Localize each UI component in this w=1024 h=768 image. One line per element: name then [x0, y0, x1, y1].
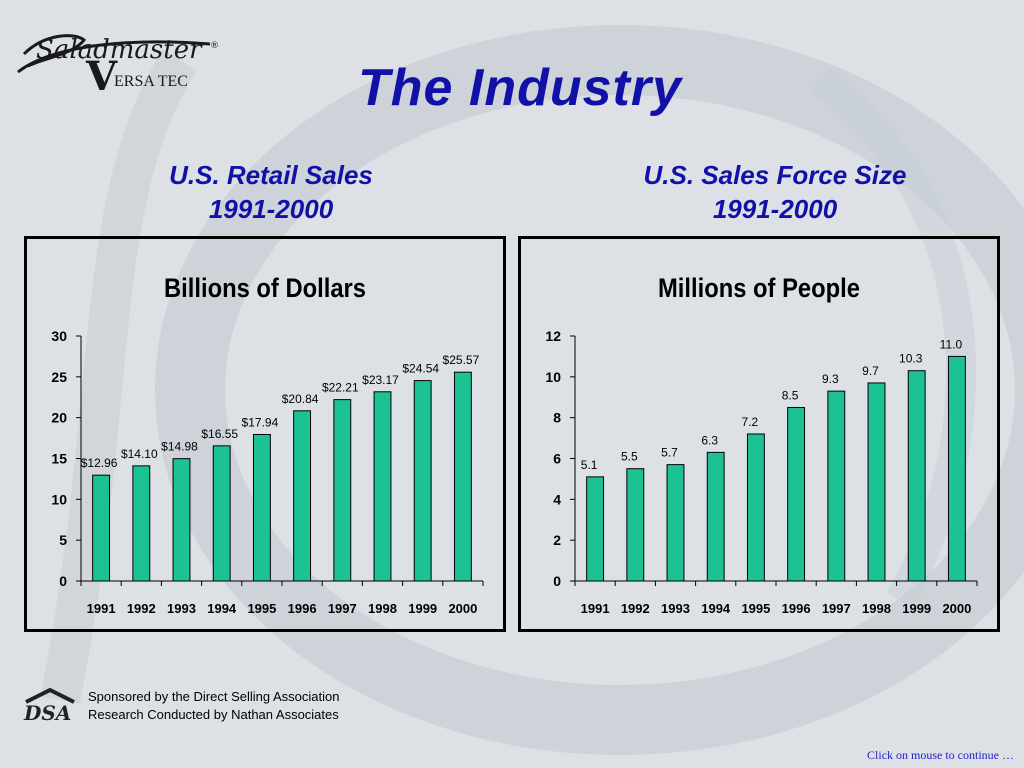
- retail-sales-panel-title: Billions of Dollars: [164, 273, 366, 303]
- data-label: $16.55: [201, 427, 238, 441]
- x-tick-label: 1993: [167, 601, 196, 616]
- bar: [293, 410, 312, 582]
- bar: [827, 390, 846, 582]
- svg-text:V: V: [85, 53, 118, 94]
- svg-text:®: ®: [210, 41, 219, 51]
- sales-force-heading-line2: 1991-2000: [712, 194, 838, 224]
- y-tick-label: 10: [51, 491, 67, 507]
- retail-sales-heading-line1: U.S. Retail Sales: [169, 160, 373, 190]
- bar: [867, 382, 886, 582]
- svg-text:ERSA TEC: ERSA TEC: [114, 73, 188, 90]
- x-tick-label: 2000: [448, 601, 477, 616]
- data-label: 7.2: [742, 415, 759, 429]
- y-tick-label: 15: [51, 451, 67, 467]
- data-label: 5.1: [581, 458, 598, 472]
- x-tick-label: 1997: [328, 601, 357, 616]
- retail-sales-chart-panel: Billions of Dollars 0 5 10 15 20 25 30 $12.96 19…: [24, 236, 506, 632]
- bar: [453, 371, 472, 582]
- sales-force-bar-chart: 0 2 4 6 8 10 12 5.1 1991 5.5 1992 5.7 1993 6.3 1994 7.2…: [545, 328, 978, 616]
- data-label: $25.57: [443, 353, 480, 367]
- bar: [373, 391, 392, 582]
- sales-force-panel-title: Millions of People: [658, 273, 860, 303]
- data-label: 11.0: [940, 337, 963, 351]
- bar: [586, 476, 605, 582]
- bar: [212, 445, 231, 582]
- data-label: 9.7: [862, 364, 879, 378]
- data-label: 5.5: [621, 450, 638, 464]
- y-tick-label: 0: [59, 573, 67, 589]
- retail-sales-bar-chart: 0 5 10 15 20 25 30 $12.96 1991 $14.10 1992 $14.98 19…: [51, 328, 484, 616]
- bar: [666, 464, 685, 582]
- x-tick-label: 1991: [581, 601, 610, 616]
- footer-sponsor-text: Sponsored by the Direct Selling Associat…: [88, 689, 340, 704]
- data-label: $23.17: [362, 373, 399, 387]
- sales-force-chart-panel: Millions of People 0 2 4 6 8 10 12 5.1 1991 5.5 19…: [518, 236, 1000, 632]
- data-label: $17.94: [242, 415, 279, 429]
- dsa-logo: DSA: [23, 688, 75, 722]
- bar: [626, 468, 645, 582]
- svg-text:DSA: DSA: [23, 701, 71, 722]
- x-tick-label: 1997: [822, 601, 851, 616]
- data-label: 9.3: [822, 372, 839, 386]
- x-tick-label: 1994: [701, 601, 731, 616]
- bar: [252, 433, 271, 582]
- x-tick-label: 1998: [862, 601, 891, 616]
- footer-research-text: Research Conducted by Nathan Associates: [88, 707, 339, 722]
- x-tick-label: 1999: [408, 601, 437, 616]
- bar: [333, 399, 352, 582]
- sales-force-heading: U.S. Sales Force Size 1991-2000: [604, 158, 946, 226]
- data-label: $22.21: [322, 381, 359, 395]
- continue-prompt[interactable]: Click on mouse to continue …: [867, 748, 1014, 762]
- y-tick-label: 20: [51, 410, 67, 426]
- retail-sales-heading: U.S. Retail Sales 1991-2000: [130, 158, 412, 226]
- x-tick-label: 1999: [902, 601, 931, 616]
- bar: [746, 433, 765, 582]
- data-label: 5.7: [661, 446, 678, 460]
- bar: [132, 465, 151, 582]
- bar: [947, 355, 966, 582]
- y-tick-label: 10: [545, 369, 561, 385]
- x-tick-label: 1992: [127, 601, 156, 616]
- y-tick-label: 2: [553, 532, 561, 548]
- bar: [787, 406, 806, 582]
- x-tick-label: 1994: [207, 601, 237, 616]
- y-tick-label: 6: [553, 451, 561, 467]
- y-tick-label: 8: [553, 410, 561, 426]
- bar: [92, 474, 111, 582]
- y-tick-label: 25: [51, 369, 67, 385]
- data-label: 8.5: [782, 388, 799, 402]
- retail-sales-heading-line2: 1991-2000: [208, 194, 334, 224]
- x-tick-label: 1993: [661, 601, 690, 616]
- bar: [172, 458, 191, 582]
- data-label: $14.98: [161, 440, 198, 454]
- bar: [413, 380, 432, 582]
- data-label: 10.3: [899, 352, 923, 366]
- x-tick-label: 1998: [368, 601, 397, 616]
- page-title: The Industry: [357, 59, 683, 117]
- data-label: 6.3: [701, 433, 718, 447]
- x-tick-label: 1995: [247, 601, 276, 616]
- data-label: $24.54: [402, 362, 439, 376]
- data-label: $12.96: [81, 456, 118, 470]
- footer-credits: Sponsored by the Direct Selling Associat…: [88, 688, 339, 724]
- x-tick-label: 1995: [741, 601, 770, 616]
- y-tick-label: 12: [545, 328, 561, 344]
- data-label: $20.84: [282, 392, 319, 406]
- x-tick-label: 2000: [942, 601, 971, 616]
- y-tick-label: 5: [59, 532, 67, 548]
- x-tick-label: 1996: [782, 601, 811, 616]
- bar: [907, 370, 926, 582]
- bar: [706, 451, 725, 582]
- saladmaster-logo: Saladmaster ® V ERSA TEC: [17, 34, 219, 94]
- y-tick-label: 0: [553, 573, 561, 589]
- x-tick-label: 1992: [621, 601, 650, 616]
- x-tick-label: 1991: [87, 601, 116, 616]
- svg-text:Saladmaster: Saladmaster: [36, 35, 203, 65]
- x-tick-label: 1996: [288, 601, 317, 616]
- data-label: $14.10: [121, 447, 158, 461]
- y-tick-label: 30: [51, 328, 67, 344]
- sales-force-heading-line1: U.S. Sales Force Size: [643, 160, 907, 190]
- y-tick-label: 4: [553, 491, 561, 507]
